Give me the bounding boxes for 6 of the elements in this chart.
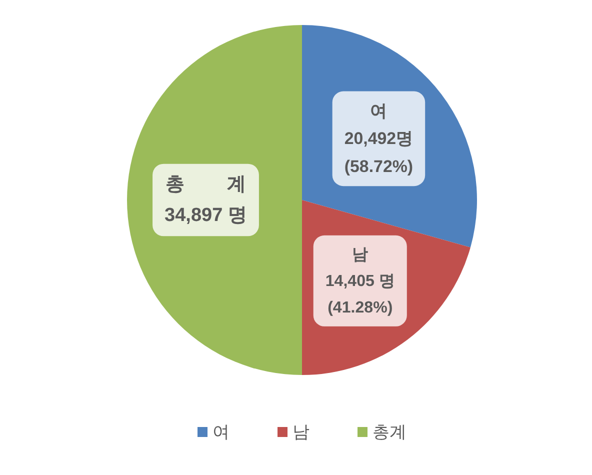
data-label: 여 20,492명 (58.72%) (344, 101, 414, 176)
legend-label: 여 (212, 422, 230, 442)
data-label: 총 계 34,897 명 (164, 174, 247, 226)
data-label: 남 14,405 명 (41.28%) (325, 245, 395, 316)
legend-label: 총계 (372, 422, 406, 442)
legend-label: 남 (292, 422, 310, 442)
